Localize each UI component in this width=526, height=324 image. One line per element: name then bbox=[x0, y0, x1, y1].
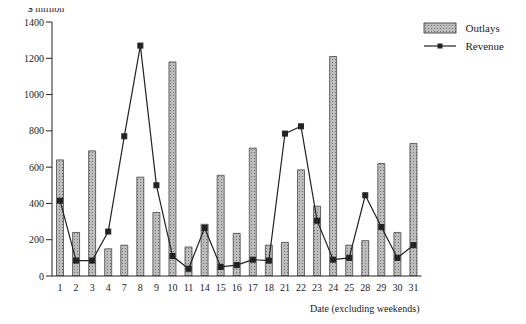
svg-text:31: 31 bbox=[408, 282, 418, 293]
svg-text:17: 17 bbox=[248, 282, 258, 293]
svg-text:1: 1 bbox=[58, 282, 63, 293]
svg-text:16: 16 bbox=[232, 282, 242, 293]
svg-text:28: 28 bbox=[360, 282, 370, 293]
html-text:Revenue: Revenue bbox=[465, 40, 504, 52]
svg-text:1000: 1000 bbox=[24, 89, 44, 100]
svg-text:25: 25 bbox=[344, 282, 354, 293]
svg-text:18: 18 bbox=[264, 282, 274, 293]
html-text:Outlays: Outlays bbox=[465, 22, 500, 34]
svg-text:Date (excluding weekends): Date (excluding weekends) bbox=[310, 303, 419, 315]
svg-text:1200: 1200 bbox=[24, 53, 44, 64]
svg-text:15: 15 bbox=[216, 282, 226, 293]
svg-text:30: 30 bbox=[392, 282, 402, 293]
svg-text:7: 7 bbox=[122, 282, 127, 293]
svg-text:24: 24 bbox=[328, 282, 338, 293]
svg-text:200: 200 bbox=[29, 234, 44, 245]
svg-text:0: 0 bbox=[39, 271, 44, 282]
svg-text:11: 11 bbox=[184, 282, 194, 293]
svg-text:800: 800 bbox=[29, 125, 44, 136]
svg-text:2: 2 bbox=[74, 282, 79, 293]
svg-text:29: 29 bbox=[376, 282, 386, 293]
svg-text:8: 8 bbox=[138, 282, 143, 293]
svg-text:1400: 1400 bbox=[24, 17, 44, 28]
svg-text:14: 14 bbox=[200, 282, 210, 293]
svg-text:600: 600 bbox=[29, 162, 44, 173]
svg-text:400: 400 bbox=[29, 198, 44, 209]
svg-text:22: 22 bbox=[296, 282, 306, 293]
svg-text:4: 4 bbox=[106, 282, 111, 293]
svg-text:10: 10 bbox=[167, 282, 177, 293]
svg-text:3: 3 bbox=[90, 282, 95, 293]
svg-text:9: 9 bbox=[154, 282, 159, 293]
svg-text:$ million: $ million bbox=[28, 8, 64, 14]
svg-text:21: 21 bbox=[280, 282, 290, 293]
svg-text:23: 23 bbox=[312, 282, 322, 293]
